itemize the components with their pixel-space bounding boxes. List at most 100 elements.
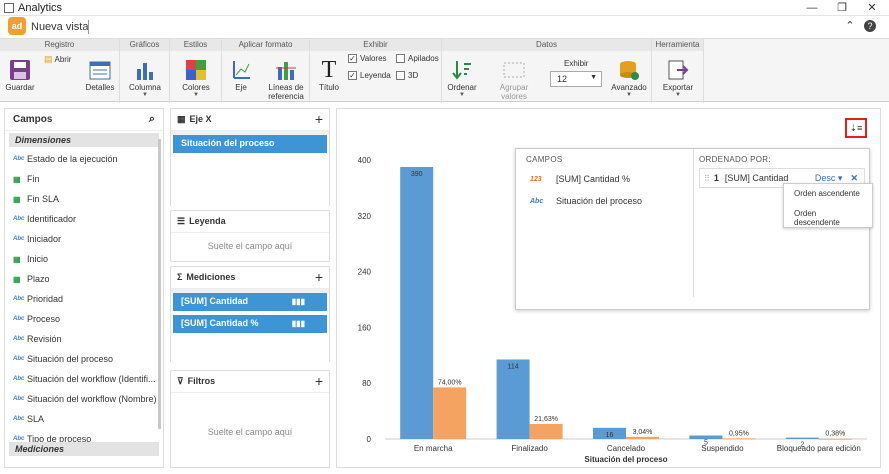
field-item[interactable]: Abc Proceso [5,309,163,329]
agrupar-valores-button[interactable]: Agrupar valores [486,59,542,101]
field-label: Estado de la ejecución [27,154,118,164]
popup-field[interactable]: 123 [SUM] Cantidad % [530,174,631,184]
help-icon[interactable]: ? [864,20,876,32]
field-label: Prioridad [27,294,64,304]
axis-icon [233,61,250,79]
detalles-button[interactable]: Detalles [84,59,116,92]
bar-series-2 [818,438,852,440]
text-type-icon: Abc [13,296,25,302]
scrollbar[interactable] [158,139,161,429]
field-label: Fin SLA [27,194,60,204]
text-type-icon: Abc [13,376,25,382]
list-icon: ☰ [177,216,186,226]
field-item[interactable]: Abc Situación del workflow (Nombre) [5,389,163,409]
orden-descendente-option[interactable]: Orden descendente [794,209,840,227]
sort-icon [452,61,471,80]
column-chart-icon [137,63,153,80]
add-ejex-icon[interactable]: + [314,111,323,127]
field-item[interactable]: ▦ Plazo [5,269,163,289]
apilados-checkbox[interactable]: Apilados [396,54,439,63]
search-icon[interactable]: ⌕ [148,113,155,125]
columna-button[interactable]: Columna ▼ [126,59,164,99]
avanzado-button[interactable]: Avanzado ▼ [610,59,648,99]
sort-toggle-button[interactable]: ⇣≡ [845,118,867,138]
filtros-dropzone[interactable]: Suelte el campo aquí [171,393,329,467]
chevron-down-icon: ▼ [590,74,597,81]
mediciones-panel: Σ Mediciones + [SUM] Cantidad ▮▮▮ [SUM] Ca… [170,266,330,365]
popup-field[interactable]: Abc Situación del proceso [530,196,643,206]
ejex-header: ▦ Eje X + [171,109,329,131]
remove-icon[interactable]: ✕ [850,172,858,183]
exhibir-select[interactable]: 12 ▼ [550,71,602,87]
field-label: Situación del proceso [27,354,114,364]
field-label: Proceso [27,314,61,324]
add-filtro-icon[interactable]: + [314,373,323,389]
lineas-referencia-button[interactable]: Líneas de referencia [264,59,308,101]
field-item[interactable]: Abc Tipo de proceso [5,429,163,442]
medicion-chip[interactable]: [SUM] Cantidad % ▮▮▮ [173,315,327,333]
medicion-chip[interactable]: [SUM] Cantidad ▮▮▮ [173,293,327,311]
filtros-header: ⊽ Filtros + [171,371,329,393]
ordenar-button[interactable]: Ordenar ▼ [446,59,478,99]
data-label: 114 [508,363,519,370]
field-item[interactable]: ▦ Fin SLA [5,189,163,209]
collapse-ribbon-icon[interactable]: ⌃ [845,20,855,32]
data-label: 0,38% [825,431,845,438]
data-label: 2 [800,442,804,449]
data-label: 0,95% [729,430,749,437]
field-label: Tipo de proceso [27,434,92,442]
leyenda-checkbox[interactable]: ✓ Leyenda [348,71,391,80]
ejex-chip[interactable]: Situación del proceso [173,135,327,153]
colores-button[interactable]: Colores ▼ [178,59,214,99]
close-icon[interactable]: ✕ [867,2,877,14]
field-item[interactable]: Abc Situación del workflow (Identifi... [5,369,163,389]
save-icon [10,60,30,80]
field-item[interactable]: Abc Situación del proceso [5,349,163,369]
ejex-panel: ▦ Eje X + Situación del proceso [170,108,330,209]
3d-checkbox[interactable]: 3D [396,71,418,80]
eje-button[interactable]: Eje [228,59,254,92]
orden-ascendente-option[interactable]: Orden ascendente [794,189,860,198]
field-item[interactable]: Abc SLA [5,409,163,429]
y-tick-label: 80 [362,379,371,388]
minimize-icon[interactable]: — [806,2,818,14]
x-axis-title: Situación del proceso [584,455,667,464]
sort-direction-dropdown[interactable]: Desc ▾ [814,172,843,183]
bar-series-2 [722,438,756,440]
leyenda-dropzone[interactable]: Suelte el campo aquí [171,233,329,261]
text-type-icon: Abc [13,336,25,342]
group-title: Aplicar formato [222,39,309,51]
check-icon: ✓ [348,71,357,80]
field-item[interactable]: Abc Estado de la ejecución [5,149,163,169]
bar-chart-icon: ▮▮▮ [291,319,305,328]
drag-handle-icon[interactable]: ⠿ [704,173,710,183]
guardar-button[interactable]: Guardar [4,59,36,92]
valores-checkbox[interactable]: ✓ Valores [348,54,387,63]
abrir-button[interactable]: ▤ Abrir [44,54,72,64]
restore-icon[interactable]: ❐ [837,2,847,14]
field-item[interactable]: Abc Identificador [5,209,163,229]
ribbon-toolbar: Registro Guardar ▤ Abrir Detalles Gráfico… [0,38,889,103]
check-icon: ✓ [348,54,357,63]
group-title: Exhibir [310,39,441,51]
x-tick-label: Bloqueado para edición [777,444,861,453]
data-label: 74,00% [438,379,462,386]
exportar-button[interactable]: Exportar ▼ [658,59,698,99]
add-medicion-icon[interactable]: + [314,269,323,285]
field-label: Revisión [27,334,62,344]
field-item[interactable]: Abc Prioridad [5,289,163,309]
group-title: Herramienta [652,39,703,51]
field-item[interactable]: ▦ Fin [5,169,163,189]
field-item[interactable]: ▦ Inicio [5,249,163,269]
export-icon [668,60,689,80]
text-type-icon: Abc [13,396,25,402]
app-icon [4,3,14,13]
palette-icon [186,60,206,80]
titulo-button[interactable]: T Título [314,58,344,92]
text-type-icon: Abc [13,416,25,422]
field-item[interactable]: Abc Revisión [5,329,163,349]
field-item[interactable]: Abc Iniciador [5,229,163,249]
view-title[interactable]: Nueva vista [31,21,89,33]
filtros-panel: ⊽ Filtros + Suelte el campo aquí [170,370,330,468]
group-values-icon [503,62,525,78]
